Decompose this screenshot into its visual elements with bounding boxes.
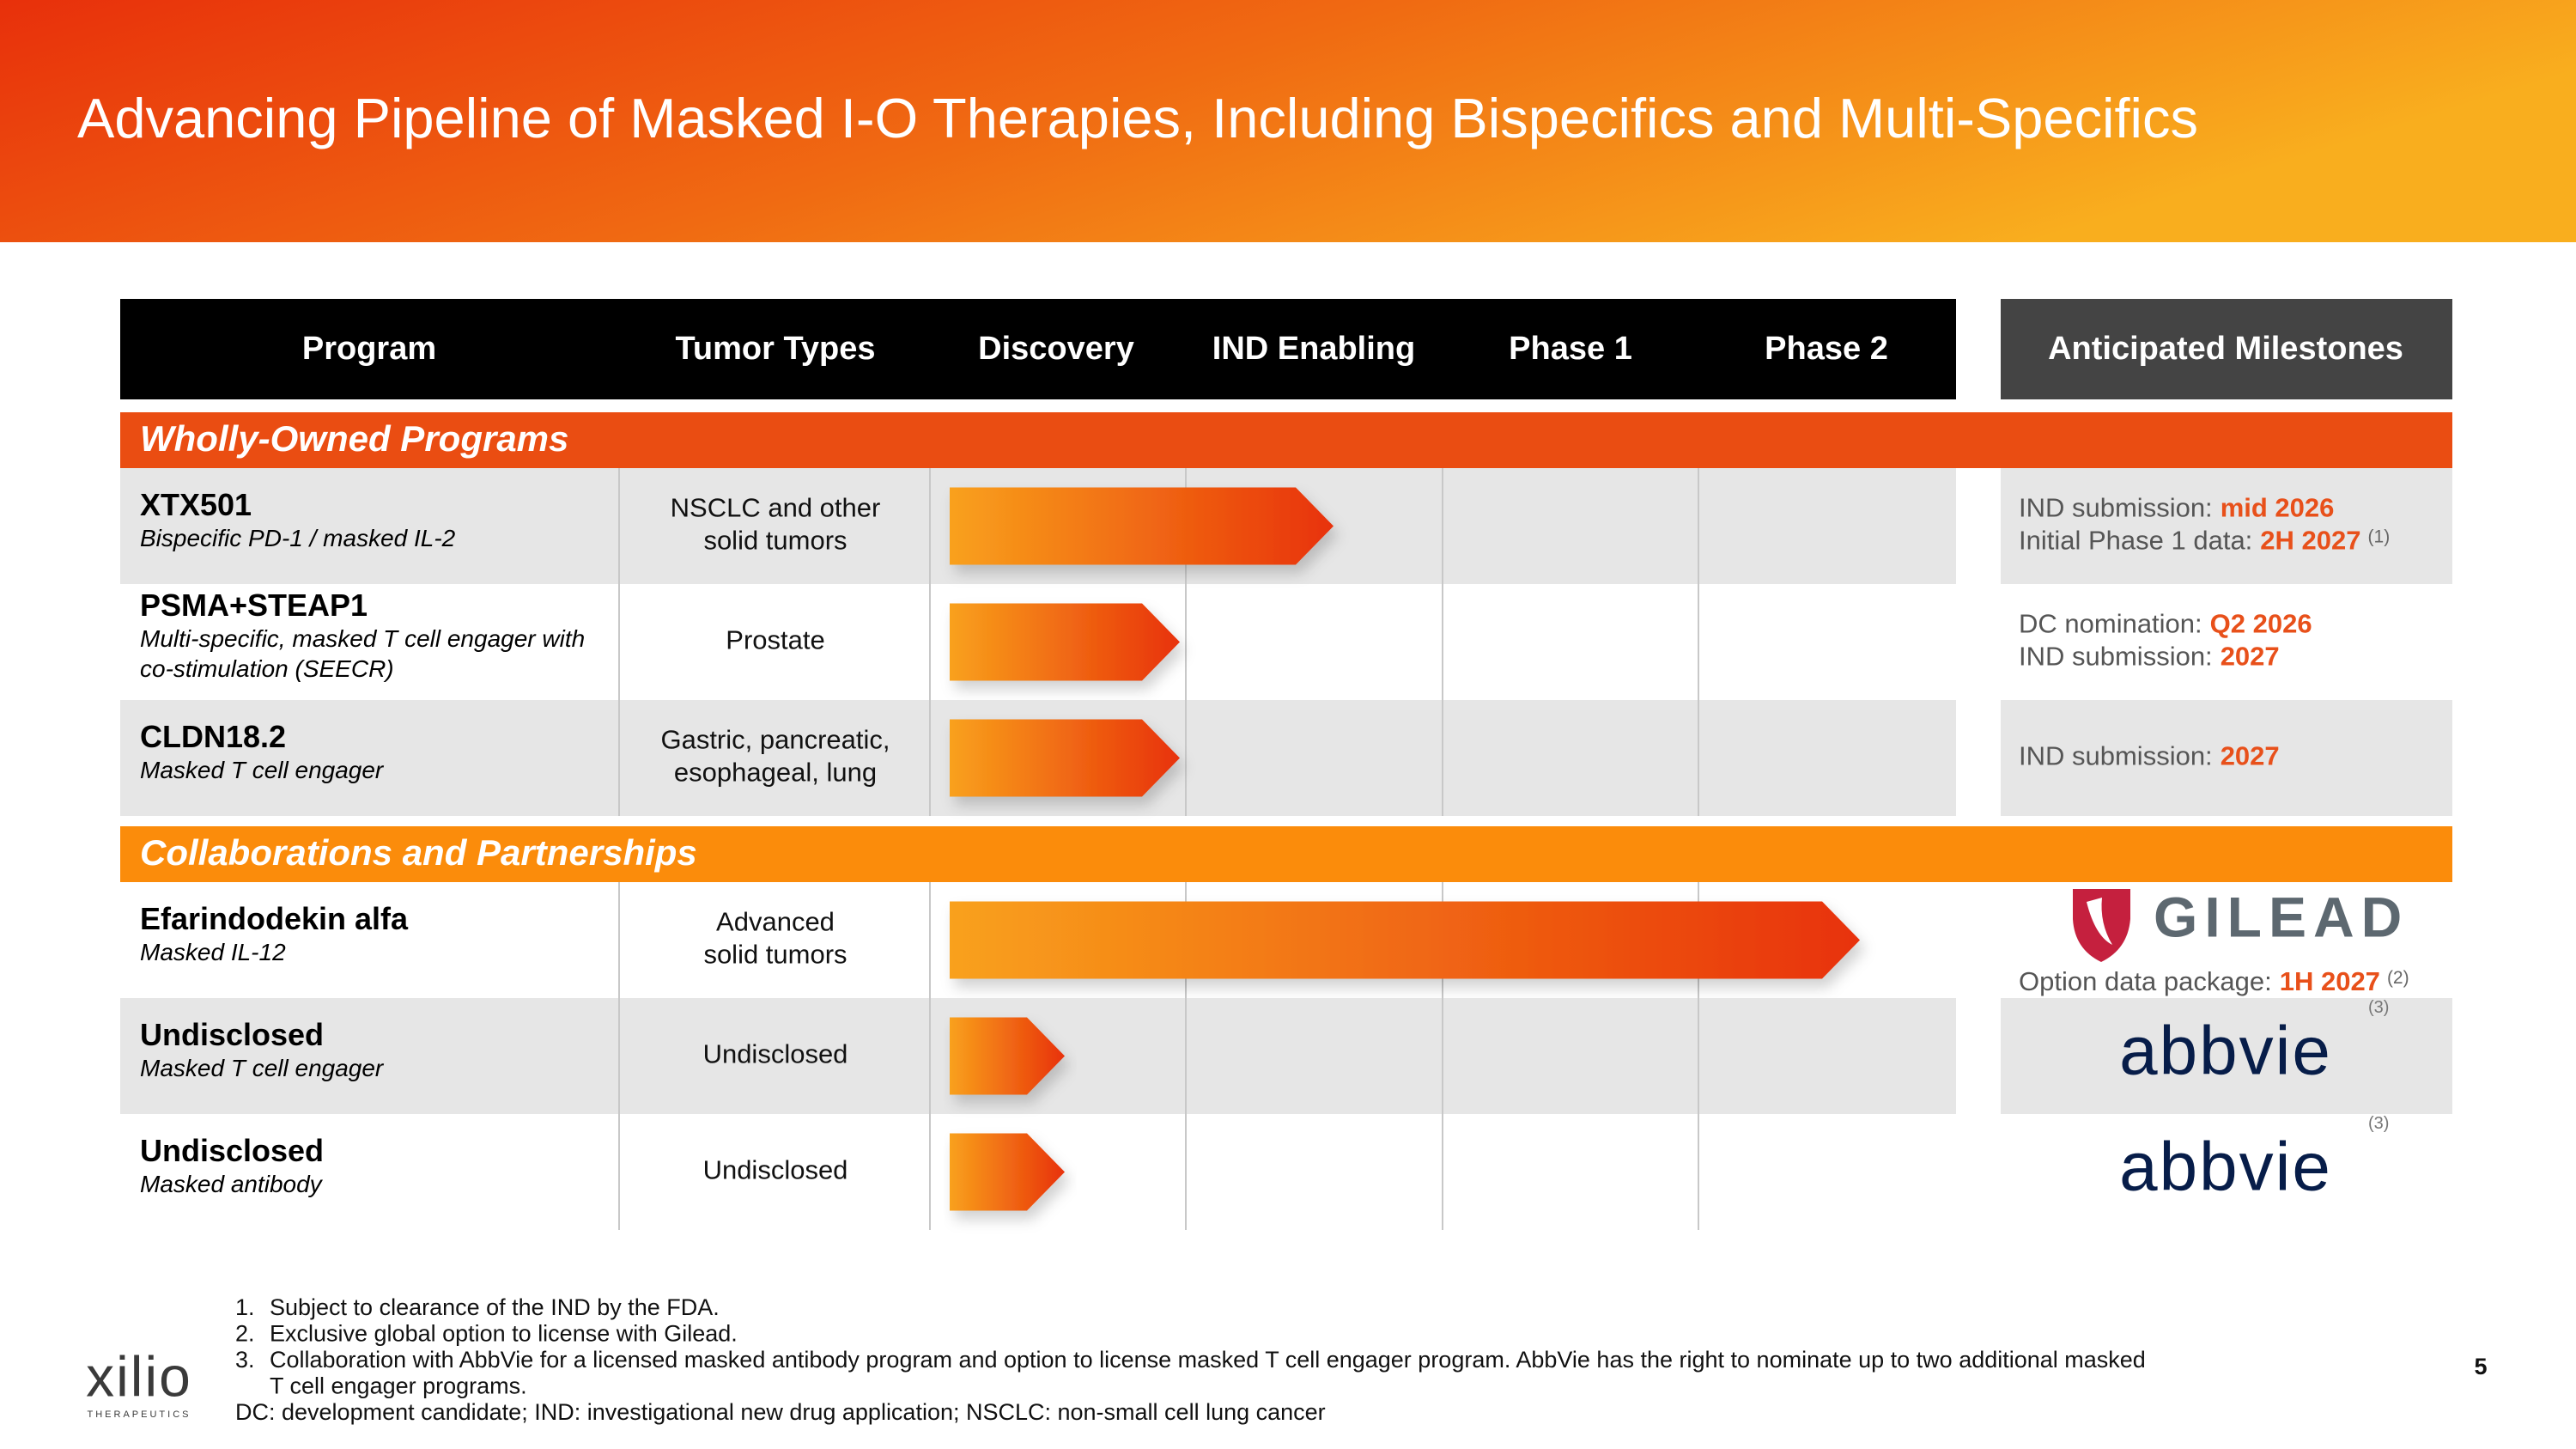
section-title: Collaborations and Partnerships [140,832,697,873]
footnote-text: Exclusive global option to license with … [270,1321,738,1347]
program-description: Multi-specific, masked T cell engager wi… [140,625,585,652]
column-header: Phase 2 [1765,331,1888,367]
tumor-type: Undisclosed [703,1155,848,1185]
partner-logo: GILEAD [2154,885,2409,948]
milestone: IND submission: 2027 [2019,741,2280,771]
program-description: Masked IL-12 [140,939,286,965]
progress-arrow [950,1133,1065,1211]
footnote-marker: 1. [235,1294,255,1320]
milestone-date: 2027 [2221,741,2280,771]
partner-note: (3) [2368,998,2389,1017]
milestone-label: Initial Phase 1 data: [2019,526,2252,556]
footnote-ref: (1) [2368,527,2391,546]
tumor-type: Prostate [726,625,824,655]
milestone: Initial Phase 1 data: 2H 2027 (1) [2019,526,2390,556]
program-description: Masked T cell engager [140,757,385,783]
milestone-label: DC nomination: [2019,609,2202,639]
milestones-header [2001,299,2452,399]
column-header: IND Enabling [1212,331,1415,367]
milestone-date: 1H 2027 [2280,966,2380,996]
program-description: Masked antibody [140,1171,324,1197]
milestone-date: Q2 2026 [2210,609,2312,639]
program-name: CLDN18.2 [140,719,286,754]
partner-logo: abbvie [2119,1013,2332,1089]
milestone-date: 2H 2027 [2260,526,2360,556]
footnote-marker: 2. [235,1321,255,1347]
tumor-type: Undisclosed [703,1039,848,1069]
section-title: Wholly-Owned Programs [140,418,568,459]
column-header: Anticipated Milestones [2048,331,2403,367]
slide-title: Advancing Pipeline of Masked I-O Therapi… [77,87,2198,149]
program-description: Bispecific PD-1 / masked IL-2 [140,525,456,551]
milestone: DC nomination: Q2 2026 [2019,609,2312,639]
header-row [120,299,1956,399]
company-logo: xilio [86,1344,192,1408]
column-header: Program [302,331,436,367]
column-header: Phase 1 [1509,331,1632,367]
gilead-shield-mark [2087,898,2112,945]
milestone-shade [2001,998,2452,1114]
progress-arrow [950,901,1860,979]
milestone-shade [2001,700,2452,816]
page-number: 5 [2474,1354,2487,1379]
milestone-date: 2027 [2221,642,2280,672]
section-bar [120,826,2452,882]
footnote-text: Subject to clearance of the IND by the F… [270,1294,720,1320]
tumor-type: Advanced [716,907,835,937]
footnote-marker: 3. [235,1347,255,1373]
column-header: Tumor Types [676,331,876,367]
footnote-ref: (2) [2387,968,2409,988]
milestone-label: IND submission: [2019,642,2213,672]
milestone-shade [2001,468,2452,584]
partner-note: (3) [2368,1114,2389,1133]
footnote-text: T cell engager programs. [270,1373,527,1399]
progress-arrow [950,603,1180,681]
section-bar [120,412,2452,468]
program-name: Undisclosed [140,1133,324,1168]
program-description: co-stimulation (SEECR) [140,655,394,682]
milestone-date: mid 2026 [2221,493,2335,523]
abbreviations: DC: development candidate; IND: investig… [235,1399,1326,1425]
program-name: Efarindodekin alfa [140,901,409,936]
program-description: Masked T cell engager [140,1055,385,1081]
milestone: IND submission: 2027 [2019,642,2280,672]
company-tagline: THERAPEUTICS [88,1409,191,1420]
column-header: Discovery [978,331,1134,367]
progress-arrow [950,719,1180,797]
milestone-label: IND submission: [2019,493,2213,523]
progress-arrow [950,1017,1065,1095]
milestone: Option data package: 1H 2027 (2) [2019,966,2409,996]
milestone: IND submission: mid 2026 [2019,493,2334,523]
progress-arrow [950,487,1334,565]
tumor-type: solid tumors [703,940,847,970]
tumor-type: esophageal, lung [674,758,877,788]
tumor-type: Gastric, pancreatic, [660,725,890,755]
program-name: Undisclosed [140,1017,324,1052]
milestone-label: Option data package: [2019,966,2272,996]
milestone-label: IND submission: [2019,741,2213,771]
tumor-type: NSCLC and other [671,493,881,523]
tumor-type: solid tumors [703,526,847,556]
header-band [0,0,2576,242]
program-name: XTX501 [140,487,252,522]
program-name: PSMA+STEAP1 [140,588,368,623]
footnote-text: Collaboration with AbbVie for a licensed… [270,1347,2146,1373]
partner-logo: abbvie [2119,1129,2332,1205]
